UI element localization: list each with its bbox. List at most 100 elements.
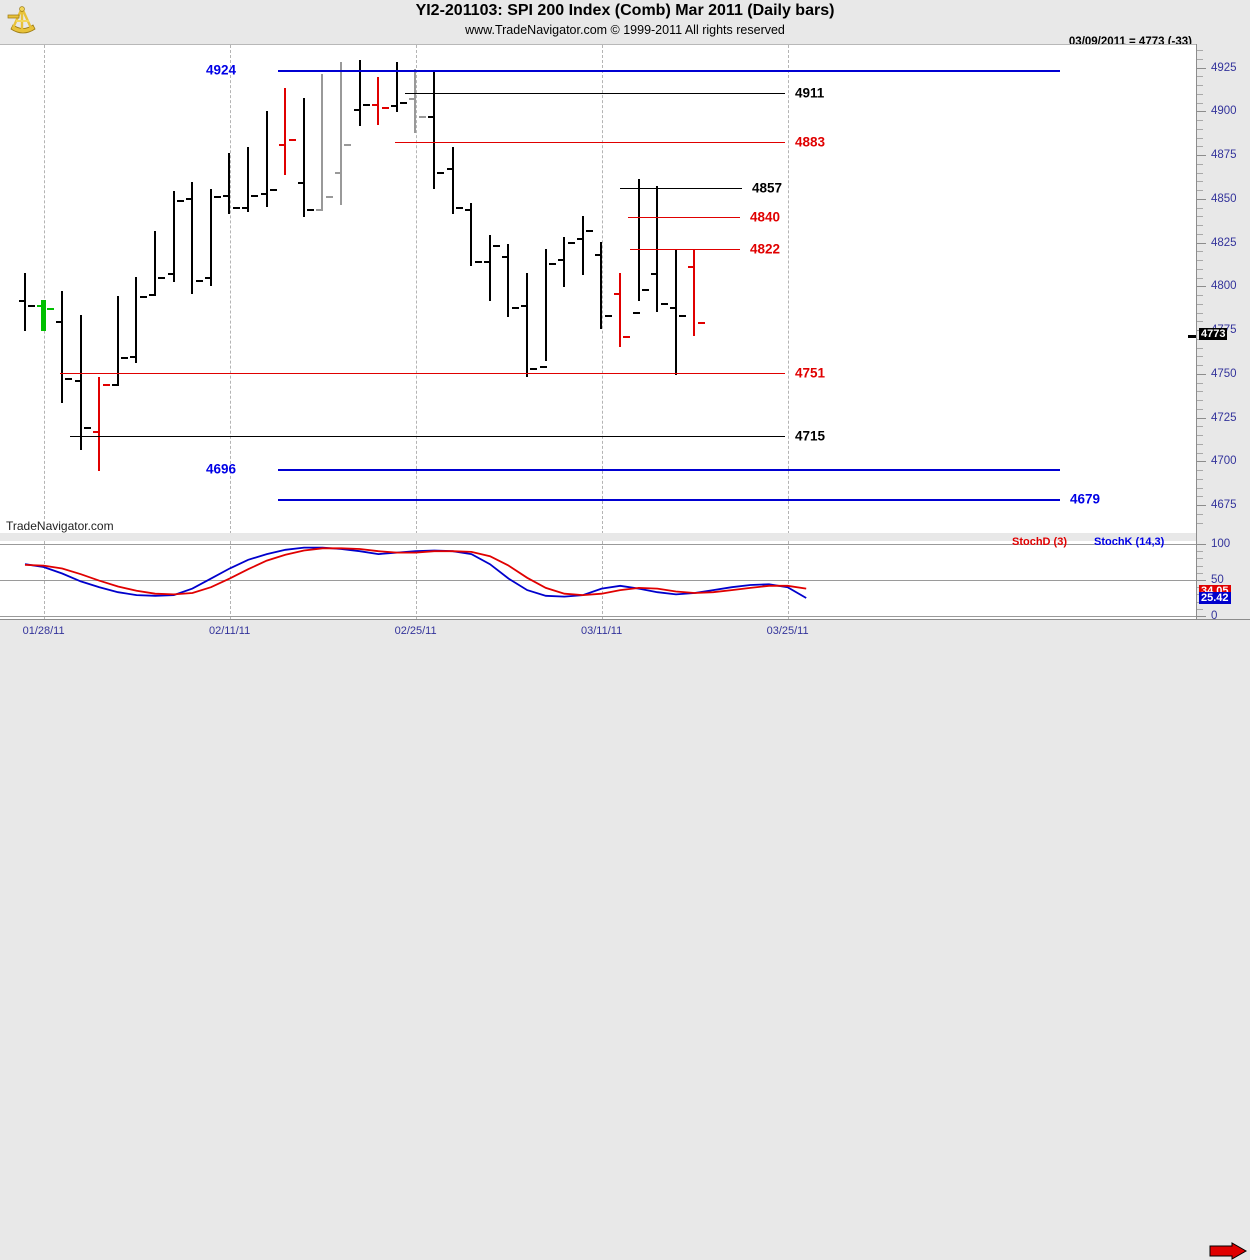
price-axis[interactable]: 4925490048754850482548004775475047254700… <box>1196 44 1250 622</box>
price-axis-tick <box>1197 417 1206 419</box>
price-axis-minor-tick <box>1197 58 1203 60</box>
ohlc-bar <box>595 241 612 330</box>
ohlc-open-tick <box>576 238 584 241</box>
cursor-arrow-icon <box>1209 1242 1248 1260</box>
price-axis-minor-tick <box>1197 120 1203 122</box>
price-level-line[interactable] <box>620 187 742 189</box>
ohlc-close-tick <box>102 383 110 386</box>
ohlc-close-tick <box>270 189 278 192</box>
price-axis-minor-tick <box>1197 522 1203 524</box>
price-axis-label: 4875 <box>1211 149 1237 162</box>
ohlc-open-tick <box>37 304 45 307</box>
price-axis-minor-tick <box>1197 102 1203 104</box>
price-level-line[interactable] <box>395 142 785 144</box>
price-level-line[interactable] <box>630 248 740 250</box>
ohlc-bar <box>427 70 445 190</box>
ohlc-bar <box>446 147 464 214</box>
ohlc-bar <box>297 98 315 218</box>
price-axis-minor-tick <box>1197 426 1203 428</box>
price-level-line[interactable] <box>60 373 785 375</box>
price-axis-label: 4725 <box>1211 411 1237 424</box>
ohlc-bar <box>167 191 185 283</box>
price-axis-minor-tick <box>1197 216 1203 218</box>
indicator-axis-minor-tick <box>1197 608 1203 610</box>
price-axis-tick <box>1197 286 1206 288</box>
date-axis-label: 03/25/11 <box>766 625 809 637</box>
ohlc-bar <box>669 248 687 375</box>
ohlc-close-tick <box>493 245 501 248</box>
price-axis-minor-tick <box>1197 172 1203 174</box>
indicator-gridline <box>0 544 1196 545</box>
ohlc-close-tick <box>214 196 222 199</box>
ohlc-bar <box>316 73 333 211</box>
ohlc-bar <box>465 203 482 267</box>
price-axis-minor-tick <box>1197 85 1203 87</box>
price-axis-tick <box>1197 373 1206 375</box>
price-axis-label: 4700 <box>1211 455 1237 468</box>
ohlc-bar <box>558 236 575 288</box>
price-axis-minor-tick <box>1197 93 1203 95</box>
legend-stoch-k: StochK (14,3) <box>1094 536 1165 548</box>
price-axis-minor-tick <box>1197 356 1203 358</box>
price-axis-minor-tick <box>1197 382 1203 384</box>
indicator-gridline <box>0 580 1196 581</box>
indicator-axis-label: 100 <box>1211 538 1231 550</box>
price-level-line[interactable] <box>405 93 785 95</box>
ohlc-open-tick <box>130 355 138 358</box>
ohlc-bar <box>483 234 501 302</box>
ohlc-open-tick <box>93 430 101 433</box>
price-axis-minor-tick <box>1197 277 1203 279</box>
indicator-line-k <box>24 546 807 599</box>
ohlc-open-tick <box>148 294 156 297</box>
ohlc-bar <box>334 61 352 206</box>
ohlc-close-tick <box>232 206 240 209</box>
ohlc-open-tick <box>260 192 268 195</box>
price-axis-minor-tick <box>1197 303 1203 305</box>
ohlc-close-tick <box>363 103 371 106</box>
chart-header: YI2-201103: SPI 200 Index (Comb) Mar 201… <box>0 0 1250 44</box>
ohlc-open-tick <box>669 306 677 309</box>
ohlc-open-tick <box>502 255 510 258</box>
date-axis[interactable]: 01/28/11 02/11/11 02/25/11 03/11/11 03/25/11 <box>0 619 1250 1260</box>
ohlc-close-tick <box>660 303 668 306</box>
ohlc-open-tick <box>483 261 491 264</box>
price-axis-tick <box>1197 461 1206 463</box>
ohlc-bar <box>353 59 371 127</box>
ohlc-open-tick <box>55 320 63 323</box>
indicator-axis-label: 50 <box>1211 574 1224 586</box>
price-level-line[interactable] <box>278 70 1060 73</box>
copyright-subtitle: www.TradeNavigator.com © 1999-2011 All r… <box>465 23 785 37</box>
ohlc-close-tick <box>158 276 166 279</box>
ohlc-close-tick <box>307 208 315 211</box>
ohlc-open-tick <box>539 366 547 369</box>
price-axis-label: 4900 <box>1211 105 1237 118</box>
price-chart-pane[interactable]: 4924 4911 4883 4857 4840 4822 4751 4715 4696 4679 <box>0 44 1196 535</box>
price-level-line[interactable] <box>628 217 740 219</box>
ohlc-open-tick <box>558 259 566 262</box>
ohlc-close-tick <box>46 308 54 311</box>
ohlc-open-tick <box>688 266 696 269</box>
ohlc-close-tick <box>251 194 259 197</box>
ohlc-open-tick <box>297 182 305 185</box>
ohlc-open-tick <box>446 168 454 171</box>
ohlc-open-tick <box>316 208 324 211</box>
price-axis-minor-tick <box>1197 207 1203 209</box>
ohlc-open-tick <box>18 299 26 302</box>
indicator-axis-tick <box>1197 580 1206 581</box>
price-level-line[interactable] <box>70 436 785 438</box>
price-level-line[interactable] <box>278 469 1060 472</box>
ohlc-bar <box>390 61 408 113</box>
stochastic-indicator-pane[interactable] <box>0 541 1196 619</box>
price-level-label: 4715 <box>795 428 826 444</box>
price-level-label: 4696 <box>205 461 236 477</box>
ohlc-open-tick <box>465 208 473 211</box>
ohlc-close-tick <box>697 322 705 325</box>
price-axis-minor-tick <box>1197 391 1203 393</box>
ohlc-bar <box>409 68 426 134</box>
indicator-line-d <box>24 547 807 597</box>
indicator-axis-minor-tick <box>1197 551 1203 553</box>
price-level-label: 4911 <box>795 85 825 101</box>
price-level-line[interactable] <box>278 499 1060 501</box>
ohlc-close-tick <box>549 262 557 265</box>
ohlc-close-tick <box>65 378 73 381</box>
